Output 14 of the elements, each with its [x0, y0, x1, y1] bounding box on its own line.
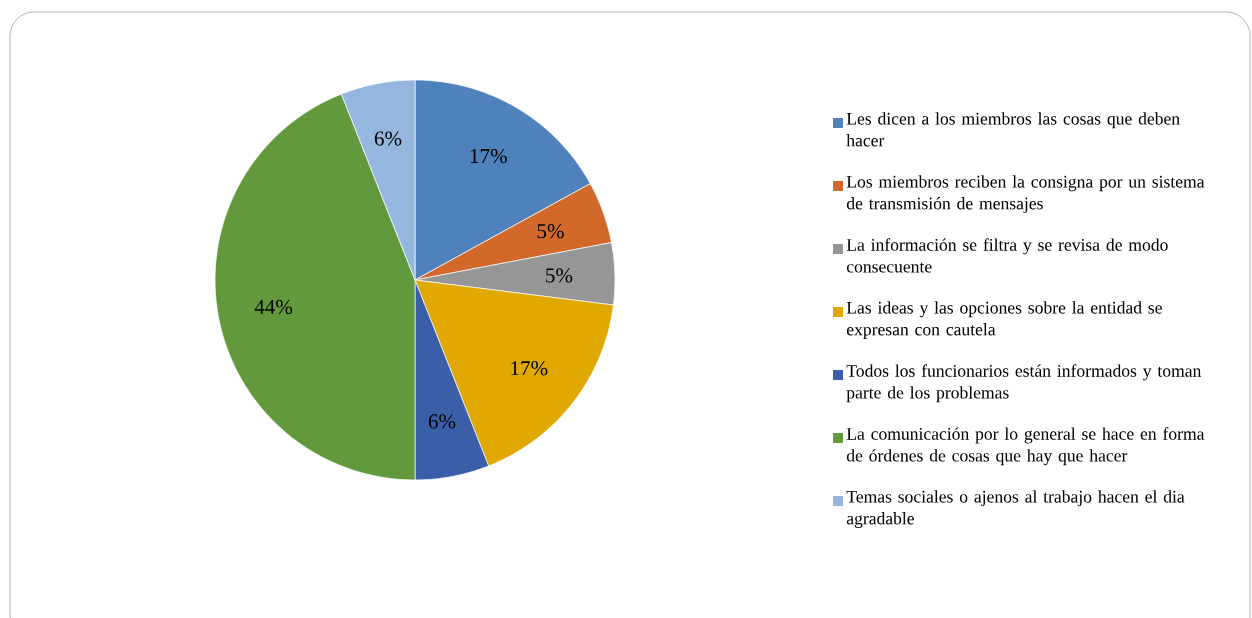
data-label: 44%	[254, 299, 293, 315]
legend-label: Las ideas y las opciones sobre la entidad se expresan con cautela	[846, 301, 1162, 339]
data-label: 17%	[511, 361, 548, 376]
data-label: 5%	[537, 224, 564, 239]
data-label: 5%	[546, 268, 573, 283]
legend-label: La información se filtra y se revisa de modo consecuente	[846, 238, 1168, 273]
legend-label: Todos los funcionarios están informados y toman parte de los problemas	[846, 364, 1202, 403]
data-label: 6%	[428, 414, 456, 429]
legend-label: Les dicen a los miembros las cosas que deben hacer	[846, 112, 1180, 147]
data-label: 17%	[470, 148, 507, 164]
legend-label: La comunicación por lo general se hace en forma de órdenes de cosas que hay que hacer	[846, 427, 1205, 466]
legend-label: Los miembros reciben la consigna por un sistema de transmisión de mensajes	[846, 175, 1205, 213]
legend-label: Temas sociales o ajenos al trabajo hacen el dia agradable	[846, 490, 1185, 529]
data-label: 6%	[374, 131, 402, 146]
